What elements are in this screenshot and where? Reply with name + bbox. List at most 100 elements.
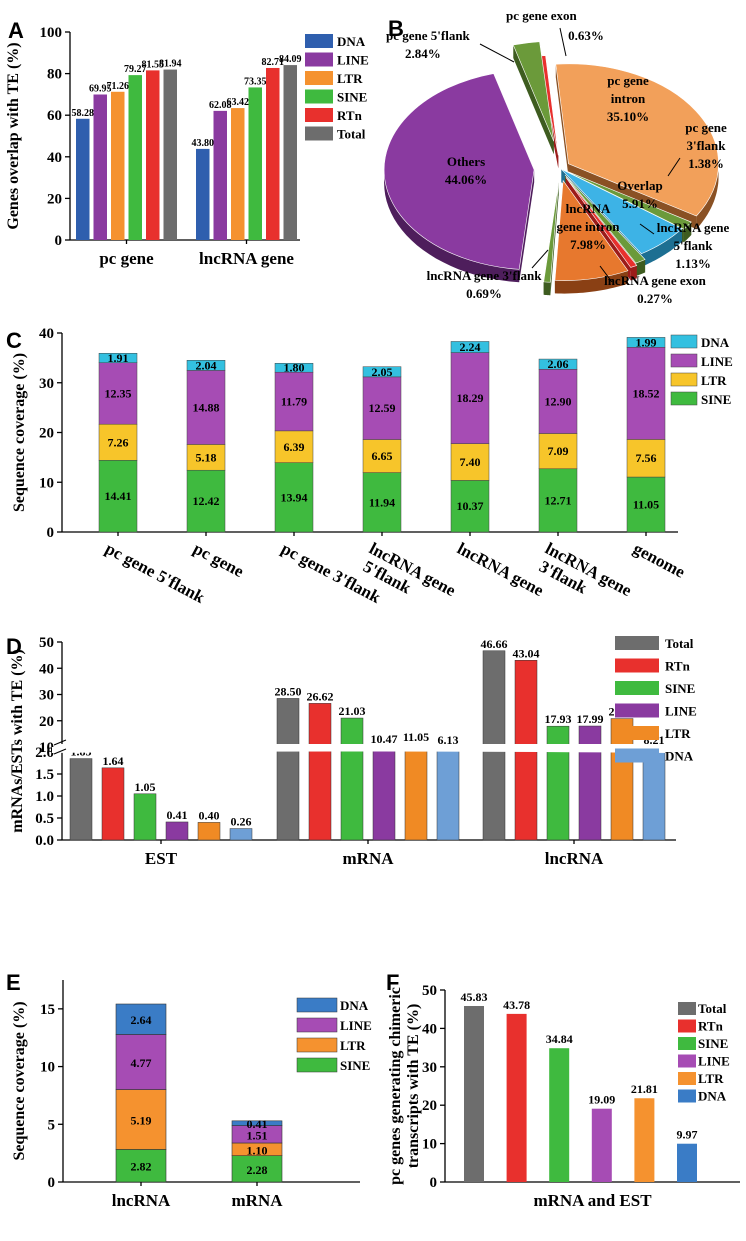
c-data-label: 7.56 xyxy=(636,451,657,465)
a-ytick-label: 20 xyxy=(47,191,62,207)
b-label-pc-5flank-pct: 2.84% xyxy=(405,46,441,61)
a-legend-swatch-ltr xyxy=(305,71,333,85)
c-y-axis-title: Sequence coverage (%) xyxy=(11,353,28,512)
a-y-axis-title: Genes overlap with TE (%) xyxy=(5,42,22,229)
e-data-label: 4.77 xyxy=(131,1056,152,1070)
c-bar-sine-pc-gene-5-flank xyxy=(98,460,138,533)
c-bar-ltr-lncrna-gene xyxy=(450,443,490,481)
b-slice-others xyxy=(383,73,535,270)
c-legend-swatch-dna xyxy=(670,334,698,349)
a-bar-total-pc-gene xyxy=(163,69,177,241)
f-legend-label-rtn: RTn xyxy=(698,1019,724,1034)
c-legend-label-dna: DNA xyxy=(701,335,730,350)
a-data-label: 73.35 xyxy=(244,76,267,87)
a-bar-rtn-pc-gene xyxy=(146,70,160,240)
a-legend-label-line: LINE xyxy=(337,53,369,68)
a-data-label: 58.28 xyxy=(72,108,95,119)
panel-label-b: B xyxy=(388,16,404,41)
c-data-label: 10.37 xyxy=(457,499,484,513)
c-legend-label-sine: SINE xyxy=(701,392,731,407)
c-data-label: 6.65 xyxy=(372,449,393,463)
b-label-pc-3flank-pct: 1.38% xyxy=(688,156,724,171)
c-category-label: genome xyxy=(630,539,689,582)
a-data-label: 63.42 xyxy=(227,97,250,108)
b-label-pc-3flank-2: 3'flank xyxy=(686,138,726,153)
b-label-pc-intron-pct: 35.10% xyxy=(607,109,649,124)
c-bar-ltr-pc-gene xyxy=(186,444,226,471)
e-bar-sine-lncrna xyxy=(115,1149,167,1183)
b-label-lnc-5flank-pct: 1.13% xyxy=(675,256,711,271)
d-category-label: EST xyxy=(145,849,178,868)
a-bar-ltr-lncrna-gene xyxy=(231,108,245,241)
b-slice-side-lncrna-gene-intron xyxy=(554,270,628,294)
c-data-label: 1.80 xyxy=(284,361,305,375)
a-bar-line-lncrna-gene xyxy=(213,110,227,240)
c-category-label: lncRNA gene xyxy=(454,539,547,601)
f-bar-rtn xyxy=(506,1013,527,1182)
a-data-label: 81.94 xyxy=(159,59,182,70)
a-legend-label-total: Total xyxy=(337,127,366,142)
f-legend-swatch-sine xyxy=(678,1037,696,1050)
b-pie xyxy=(383,41,719,296)
c-bar-ltr-pc-gene-5-flank xyxy=(98,423,138,461)
e-bar-dna-mrna xyxy=(231,1120,283,1126)
b-slice-pc-gene-3-flank xyxy=(563,169,692,230)
c-bar-dna-pc-gene-3-flank xyxy=(274,362,314,373)
c-bar-ltr-genome xyxy=(626,439,666,478)
a-legend-label-rtn: RTn xyxy=(337,108,363,123)
b-label-lnc-intron-1: lncRNA xyxy=(566,201,611,216)
c-data-label: 7.26 xyxy=(108,435,129,449)
e-data-label: 0.41 xyxy=(247,1117,268,1131)
e-y-axis-title: Sequence coverage (%) xyxy=(11,1001,28,1160)
f-data-label: 43.78 xyxy=(503,998,530,1012)
d-legend-swatch-dna xyxy=(615,748,659,763)
d-data-label: 10.47 xyxy=(371,732,398,746)
f-ytick-label: 30 xyxy=(422,1060,437,1076)
b-leader-line xyxy=(599,265,613,283)
e-category-label: lncRNA xyxy=(112,1191,171,1210)
b-label-others: Others xyxy=(447,154,485,169)
a-data-label: 69.95 xyxy=(89,84,112,95)
d-legend-label-rtn: RTn xyxy=(665,659,691,674)
f-ytick-label: 10 xyxy=(422,1137,437,1153)
b-leader-line xyxy=(531,249,549,269)
d-data-label: 43.04 xyxy=(513,646,540,660)
d-data-label: 6.13 xyxy=(438,733,459,747)
b-slice-wall-others xyxy=(519,169,535,283)
b-leader-line xyxy=(479,43,515,63)
a-bar-sine-pc-gene xyxy=(128,75,142,240)
c-bar-dna-lncrna-gene-5-flank xyxy=(362,366,402,378)
c-bar-dna-genome xyxy=(626,337,666,348)
c-data-label: 12.42 xyxy=(193,494,220,508)
f-ytick-label: 20 xyxy=(422,1098,437,1114)
c-data-label: 13.94 xyxy=(281,490,308,504)
c-bar-line-lncrna-gene-5-flank xyxy=(362,376,402,440)
c-bar-dna-pc-gene xyxy=(186,360,226,371)
b-slice-side-others xyxy=(384,169,520,283)
d-ytick-label-lower: 0.0 xyxy=(35,833,54,849)
f-bar-ltr xyxy=(634,1098,655,1182)
a-legend-swatch-sine xyxy=(305,89,333,104)
c-data-label: 1.99 xyxy=(636,335,657,349)
panel-label-e: E xyxy=(6,970,21,995)
f-ytick-label: 40 xyxy=(422,1021,437,1037)
c-bar-ltr-pc-gene-3-flank xyxy=(274,430,314,463)
b-label-pc-exon: pc gene exon xyxy=(506,8,578,23)
f-bar-dna xyxy=(677,1143,697,1182)
c-data-label: 5.18 xyxy=(196,450,217,464)
f-bar-sine xyxy=(549,1048,570,1182)
b-slice-side-lncrna-gene-3-flank xyxy=(543,281,551,296)
c-legend-swatch-line xyxy=(670,353,698,368)
a-ytick-label: 80 xyxy=(47,67,62,83)
c-data-label: 12.35 xyxy=(105,386,132,400)
b-slice-lncrna-gene-3-flank xyxy=(543,182,559,283)
b-label-lnc-exon-pct: 0.27% xyxy=(637,291,673,306)
e-bar-sine-mrna xyxy=(231,1155,283,1183)
b-label-lnc-3flank-pct: 0.69% xyxy=(466,286,502,301)
b-label-others-pct: 44.06% xyxy=(445,172,487,187)
a-legend-swatch-line xyxy=(305,52,333,67)
f-bar-line xyxy=(591,1108,612,1182)
c-data-label: 7.09 xyxy=(548,444,569,458)
e-ytick-label: 10 xyxy=(40,1060,55,1076)
b-label-pc-intron-2: intron xyxy=(611,91,646,106)
